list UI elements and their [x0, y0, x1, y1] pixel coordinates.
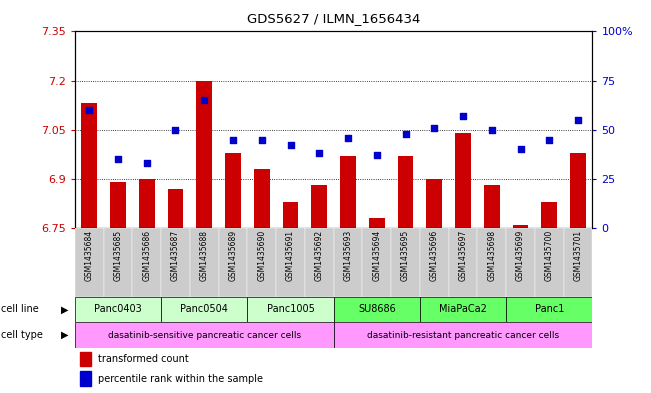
Bar: [75, 297, 161, 322]
Text: GSM1435689: GSM1435689: [229, 230, 238, 281]
Bar: [132, 228, 161, 297]
Bar: [247, 228, 276, 297]
Text: GSM1435697: GSM1435697: [458, 230, 467, 281]
Text: GSM1435701: GSM1435701: [574, 230, 583, 281]
Text: transformed count: transformed count: [98, 354, 188, 364]
Bar: [139, 179, 155, 228]
Text: GSM1435695: GSM1435695: [401, 230, 410, 281]
Point: [314, 150, 324, 156]
Bar: [391, 228, 420, 297]
Bar: [161, 228, 190, 297]
Point: [429, 125, 439, 131]
Point: [516, 146, 526, 152]
Point: [486, 127, 497, 133]
Bar: [333, 228, 363, 297]
Bar: [80, 371, 91, 386]
Text: ▶: ▶: [61, 305, 68, 314]
Bar: [477, 228, 506, 297]
Bar: [81, 103, 97, 228]
Text: Panc1005: Panc1005: [266, 305, 314, 314]
Text: Panc1: Panc1: [534, 305, 564, 314]
Text: GSM1435688: GSM1435688: [200, 230, 209, 281]
Text: GSM1435694: GSM1435694: [372, 230, 381, 281]
Point: [458, 113, 468, 119]
Bar: [247, 297, 333, 322]
Text: dasatinib-sensitive pancreatic cancer cells: dasatinib-sensitive pancreatic cancer ce…: [107, 331, 301, 340]
Text: GSM1435687: GSM1435687: [171, 230, 180, 281]
Text: GSM1435698: GSM1435698: [488, 230, 496, 281]
Point: [113, 156, 123, 162]
Bar: [167, 189, 184, 228]
Bar: [449, 228, 477, 297]
Point: [141, 160, 152, 166]
Point: [199, 97, 210, 103]
Text: SU8686: SU8686: [358, 305, 396, 314]
Bar: [225, 152, 241, 228]
Bar: [535, 228, 564, 297]
Bar: [161, 297, 247, 322]
Point: [256, 136, 267, 143]
Text: GSM1435696: GSM1435696: [430, 230, 439, 281]
Text: percentile rank within the sample: percentile rank within the sample: [98, 374, 262, 384]
Bar: [512, 225, 529, 228]
Point: [400, 130, 411, 137]
Bar: [75, 228, 104, 297]
Bar: [311, 185, 327, 228]
Point: [343, 134, 353, 141]
Bar: [80, 352, 91, 366]
Point: [372, 152, 382, 158]
Bar: [190, 228, 219, 297]
Bar: [506, 228, 535, 297]
Text: dasatinib-resistant pancreatic cancer cells: dasatinib-resistant pancreatic cancer ce…: [367, 331, 559, 340]
Bar: [283, 202, 298, 228]
Point: [171, 127, 181, 133]
Text: GSM1435692: GSM1435692: [315, 230, 324, 281]
Text: GSM1435684: GSM1435684: [85, 230, 94, 281]
Point: [285, 142, 296, 149]
Text: GSM1435690: GSM1435690: [257, 230, 266, 281]
Bar: [420, 297, 506, 322]
Point: [544, 136, 555, 143]
Text: MiaPaCa2: MiaPaCa2: [439, 305, 487, 314]
Bar: [254, 169, 270, 228]
Text: Panc0403: Panc0403: [94, 305, 142, 314]
Text: GDS5627 / ILMN_1656434: GDS5627 / ILMN_1656434: [247, 12, 421, 25]
Bar: [564, 228, 592, 297]
Text: GSM1435686: GSM1435686: [143, 230, 151, 281]
Text: GSM1435693: GSM1435693: [344, 230, 352, 281]
Bar: [420, 228, 449, 297]
Bar: [276, 228, 305, 297]
Bar: [369, 218, 385, 228]
Bar: [484, 185, 500, 228]
Bar: [333, 322, 592, 348]
Bar: [398, 156, 413, 228]
Text: cell type: cell type: [1, 330, 42, 340]
Point: [84, 107, 94, 113]
Point: [573, 117, 583, 123]
Point: [228, 136, 238, 143]
Bar: [305, 228, 333, 297]
Bar: [455, 133, 471, 228]
Bar: [542, 202, 557, 228]
Bar: [363, 228, 391, 297]
Bar: [104, 228, 132, 297]
Bar: [506, 297, 592, 322]
Bar: [219, 228, 247, 297]
Bar: [340, 156, 356, 228]
Bar: [426, 179, 442, 228]
Text: Panc0504: Panc0504: [180, 305, 229, 314]
Text: ▶: ▶: [61, 330, 68, 340]
Bar: [570, 152, 586, 228]
Text: cell line: cell line: [1, 305, 38, 314]
Text: GSM1435699: GSM1435699: [516, 230, 525, 281]
Bar: [333, 297, 420, 322]
Text: GSM1435700: GSM1435700: [545, 230, 554, 281]
Text: GSM1435691: GSM1435691: [286, 230, 295, 281]
Bar: [110, 182, 126, 228]
Bar: [197, 81, 212, 228]
Bar: [75, 322, 333, 348]
Text: GSM1435685: GSM1435685: [113, 230, 122, 281]
